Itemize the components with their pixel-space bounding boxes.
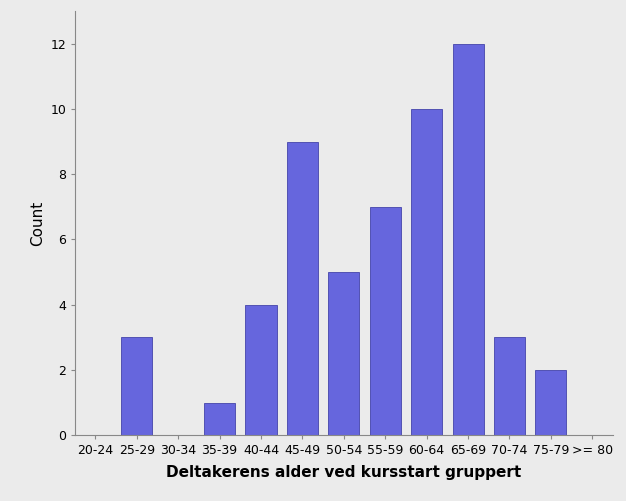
- Bar: [411, 109, 442, 435]
- Bar: [535, 370, 567, 435]
- Bar: [287, 142, 318, 435]
- Bar: [121, 337, 152, 435]
- X-axis label: Deltakerens alder ved kursstart gruppert: Deltakerens alder ved kursstart gruppert: [166, 465, 521, 480]
- Bar: [453, 44, 483, 435]
- Bar: [245, 305, 277, 435]
- Bar: [204, 403, 235, 435]
- Bar: [494, 337, 525, 435]
- Bar: [370, 207, 401, 435]
- Y-axis label: Count: Count: [30, 200, 45, 246]
- Bar: [328, 272, 359, 435]
